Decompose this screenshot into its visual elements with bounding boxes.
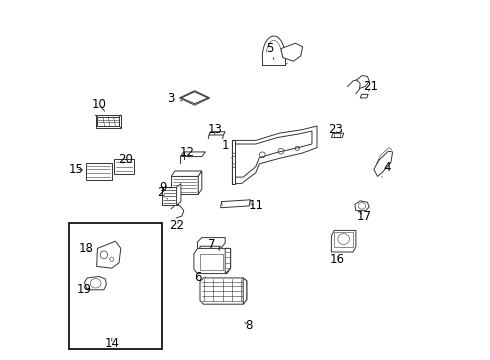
Polygon shape: [331, 230, 356, 252]
Polygon shape: [220, 200, 250, 208]
Text: 7: 7: [208, 238, 220, 251]
Polygon shape: [176, 184, 181, 205]
Polygon shape: [331, 133, 343, 138]
Polygon shape: [232, 140, 235, 184]
Polygon shape: [235, 131, 312, 177]
Text: 17: 17: [356, 210, 371, 222]
Polygon shape: [96, 115, 121, 128]
Polygon shape: [355, 201, 369, 211]
Text: 18: 18: [79, 242, 94, 255]
Text: 8: 8: [245, 319, 252, 332]
Polygon shape: [232, 126, 317, 184]
Polygon shape: [171, 171, 202, 176]
Polygon shape: [281, 43, 303, 61]
Text: 19: 19: [76, 283, 91, 296]
Text: 5: 5: [267, 42, 274, 59]
Polygon shape: [197, 238, 225, 248]
Polygon shape: [97, 241, 121, 268]
Ellipse shape: [100, 251, 107, 259]
Bar: [69, 223, 162, 349]
Polygon shape: [200, 246, 220, 249]
Text: 9: 9: [159, 181, 170, 194]
Text: 15: 15: [69, 163, 83, 176]
Polygon shape: [200, 278, 247, 304]
Text: 22: 22: [169, 219, 184, 232]
Text: 4: 4: [382, 161, 391, 177]
Polygon shape: [162, 187, 176, 205]
Polygon shape: [180, 152, 205, 157]
Text: 3: 3: [168, 93, 182, 105]
Text: 6: 6: [195, 271, 205, 284]
Text: 23: 23: [328, 123, 343, 136]
Polygon shape: [98, 117, 119, 126]
Polygon shape: [360, 94, 368, 98]
Text: 11: 11: [248, 199, 263, 212]
Polygon shape: [209, 132, 225, 135]
Polygon shape: [194, 248, 231, 274]
Polygon shape: [374, 151, 392, 176]
Text: 10: 10: [92, 98, 107, 111]
Text: 13: 13: [207, 123, 222, 136]
Text: 21: 21: [364, 80, 378, 93]
Text: 16: 16: [329, 253, 344, 266]
Polygon shape: [181, 92, 208, 104]
Polygon shape: [198, 171, 202, 194]
Text: 2: 2: [157, 186, 168, 199]
Text: 1: 1: [221, 139, 232, 158]
Polygon shape: [225, 248, 231, 274]
Polygon shape: [171, 176, 198, 194]
Text: 14: 14: [104, 337, 119, 350]
Text: 12: 12: [179, 146, 194, 159]
Polygon shape: [84, 276, 106, 290]
Polygon shape: [334, 232, 353, 247]
Polygon shape: [86, 163, 112, 180]
Polygon shape: [243, 278, 247, 304]
Ellipse shape: [110, 257, 114, 261]
Text: 20: 20: [118, 153, 133, 166]
Polygon shape: [179, 91, 210, 105]
Polygon shape: [200, 254, 223, 270]
Ellipse shape: [90, 279, 101, 288]
Polygon shape: [114, 159, 134, 174]
